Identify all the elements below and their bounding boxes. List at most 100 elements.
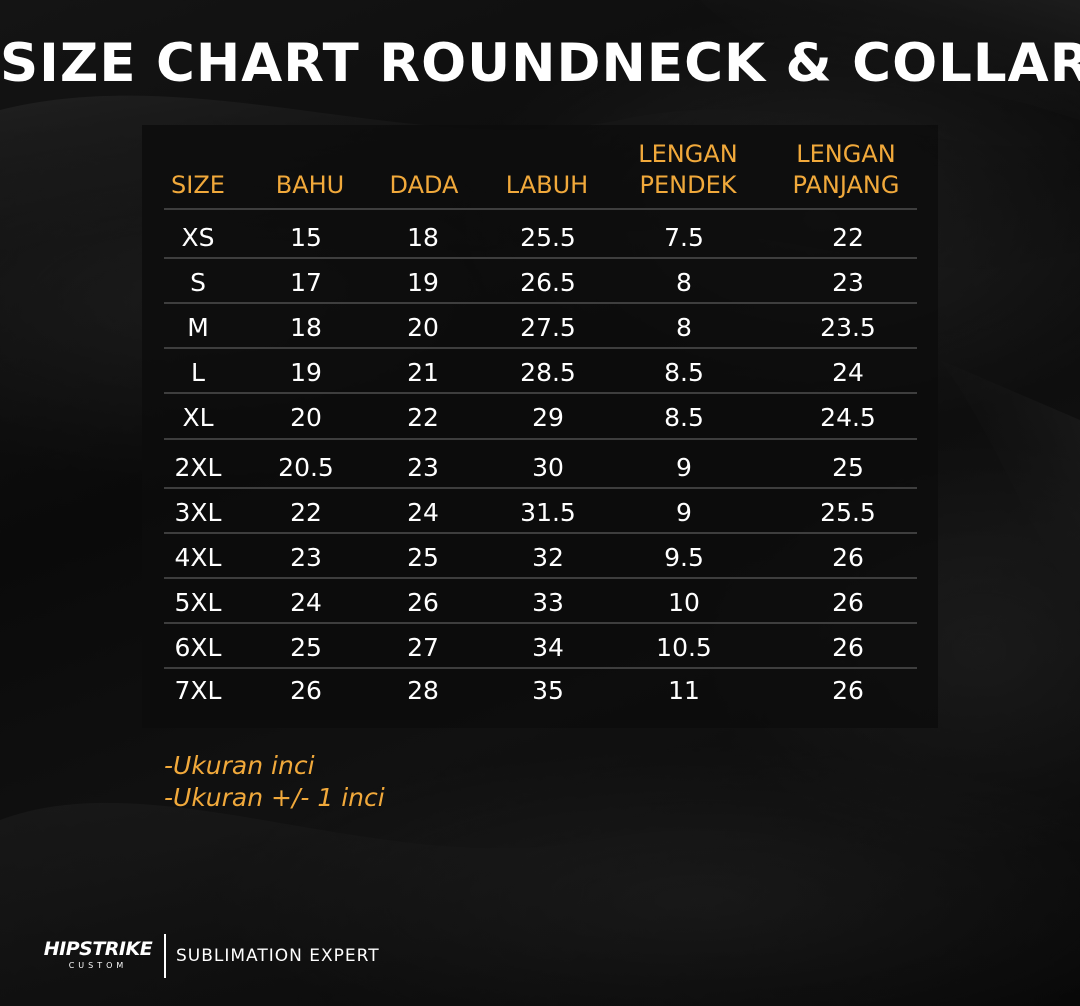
table-cell: 9 [676, 453, 692, 482]
table-cell: 29 [532, 403, 564, 432]
table-cell: 23 [407, 453, 439, 482]
table-cell: M [187, 313, 209, 342]
table-cell: 3XL [174, 498, 222, 527]
table-row: 2XL 20.5 23 30 9 25 [0, 446, 1080, 490]
table-cell: XS [181, 223, 215, 252]
footer-tagline: SUBLIMATION EXPERT [176, 946, 380, 966]
table-row: 4XL 23 25 32 9.5 26 [0, 536, 1080, 580]
table-cell: 6XL [174, 633, 222, 662]
table-cell: S [190, 268, 206, 297]
table-row: XS 15 18 25.5 7.5 22 [0, 216, 1080, 260]
table-cell: 23 [290, 543, 322, 572]
table-row: 3XL 22 24 31.5 9 25.5 [0, 491, 1080, 535]
table-cell: 25 [832, 453, 864, 482]
table-cell: 34 [532, 633, 564, 662]
table-cell: 23 [832, 268, 864, 297]
table-cell: 10.5 [656, 633, 712, 662]
table-row: 5XL 24 26 33 10 26 [0, 581, 1080, 625]
footer-divider [164, 934, 166, 978]
table-cell: 24 [290, 588, 322, 617]
table-cell: 19 [290, 358, 322, 387]
table-cell: 26 [290, 676, 322, 705]
size-table-panel [142, 125, 938, 728]
header-divider [164, 208, 917, 210]
logo-subtext: CUSTOM [68, 961, 128, 970]
table-cell: 15 [290, 223, 322, 252]
table-cell: 26 [832, 588, 864, 617]
row-divider [164, 347, 917, 349]
notes: -Ukuran inci -Ukuran +/- 1 inci [164, 750, 385, 814]
table-cell: 20 [407, 313, 439, 342]
table-cell: 11 [668, 676, 700, 705]
table-cell: 8 [676, 313, 692, 342]
row-divider [164, 257, 917, 259]
table-cell: L [191, 358, 205, 387]
table-cell: 17 [290, 268, 322, 297]
table-cell: 2XL [174, 453, 222, 482]
table-cell: 32 [532, 543, 564, 572]
row-divider [164, 577, 917, 579]
table-cell: 10 [668, 588, 700, 617]
row-divider [164, 622, 917, 624]
table-cell: 7.5 [664, 223, 704, 252]
table-row: 7XL 26 28 35 11 26 [0, 669, 1080, 713]
header-lengan-panjang: LENGAN PANJANG [793, 139, 900, 201]
table-row: XL 20 22 29 8.5 24.5 [0, 396, 1080, 440]
table-cell: 7XL [174, 676, 222, 705]
table-cell: 27 [407, 633, 439, 662]
table-cell: 25 [290, 633, 322, 662]
brand-logo: HIPSTRIKE CUSTOM [38, 938, 158, 972]
row-divider [164, 302, 917, 304]
table-cell: 33 [532, 588, 564, 617]
table-cell: 22 [407, 403, 439, 432]
table-cell: 9 [676, 498, 692, 527]
table-cell: 24.5 [820, 403, 876, 432]
table-cell: 21 [407, 358, 439, 387]
table-cell: XL [182, 403, 214, 432]
table-cell: 18 [407, 223, 439, 252]
table-cell: 28 [407, 676, 439, 705]
table-cell: 25 [407, 543, 439, 572]
table-cell: 31.5 [520, 498, 576, 527]
table-cell: 26.5 [520, 268, 576, 297]
table-cell: 20 [290, 403, 322, 432]
row-divider [164, 392, 917, 394]
table-cell: 18 [290, 313, 322, 342]
header-labuh: LABUH [505, 171, 589, 199]
table-cell: 25.5 [520, 223, 576, 252]
table-cell: 26 [832, 676, 864, 705]
header-size: SIZE [171, 171, 225, 199]
table-cell: 8.5 [664, 358, 704, 387]
table-cell: 19 [407, 268, 439, 297]
table-cell: 23.5 [820, 313, 876, 342]
row-divider [164, 667, 917, 669]
table-cell: 26 [832, 543, 864, 572]
note-tolerance: -Ukuran +/- 1 inci [164, 783, 385, 812]
table-cell: 25.5 [820, 498, 876, 527]
table-cell: 28.5 [520, 358, 576, 387]
table-row: M 18 20 27.5 8 23.5 [0, 306, 1080, 350]
page-title: SIZE CHART ROUNDNECK & COLLAR [0, 33, 1080, 94]
header-lengan-panjang-line1: LENGAN [796, 140, 896, 168]
table-cell: 22 [290, 498, 322, 527]
note-unit: -Ukuran inci [164, 751, 315, 780]
table-cell: 27.5 [520, 313, 576, 342]
table-cell: 30 [532, 453, 564, 482]
header-lengan-pendek-line2: PENDEK [639, 171, 737, 199]
table-cell: 22 [832, 223, 864, 252]
table-cell: 8.5 [664, 403, 704, 432]
table-cell: 20.5 [278, 453, 334, 482]
table-row: L 19 21 28.5 8.5 24 [0, 351, 1080, 395]
table-cell: 26 [832, 633, 864, 662]
table-cell: 35 [532, 676, 564, 705]
table-cell: 24 [832, 358, 864, 387]
header-lengan-pendek: LENGAN PENDEK [638, 139, 737, 201]
table-cell: 26 [407, 588, 439, 617]
table-row: 6XL 25 27 34 10.5 26 [0, 626, 1080, 670]
table-cell: 5XL [174, 588, 222, 617]
table-cell: 24 [407, 498, 439, 527]
header-lengan-panjang-line2: PANJANG [792, 171, 900, 199]
header-lengan-pendek-line1: LENGAN [638, 140, 738, 168]
table-cell: 8 [676, 268, 692, 297]
header-dada: DADA [389, 171, 459, 199]
